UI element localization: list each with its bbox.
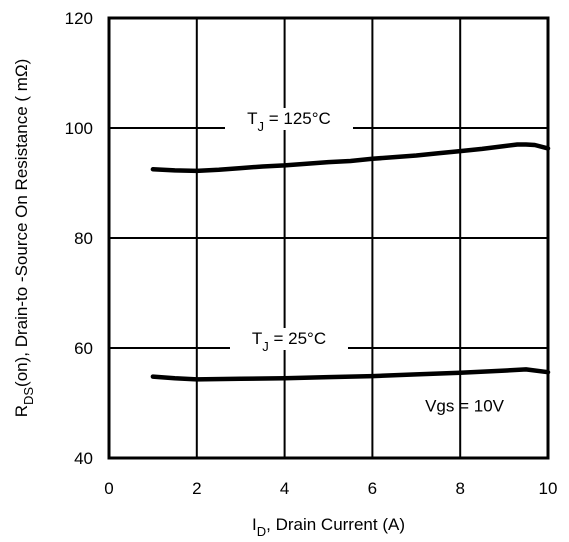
y-tick-label: 60 <box>74 339 93 358</box>
series-label-bg <box>224 108 353 130</box>
series-lines <box>150 142 551 382</box>
x-tick-label: 8 <box>455 479 464 498</box>
x-tick-label: 10 <box>539 479 558 498</box>
y-tick-label: 100 <box>65 119 93 138</box>
y-tick-label: 120 <box>65 9 93 28</box>
grid <box>109 18 548 458</box>
x-tick-label: 4 <box>280 479 289 498</box>
y-axis-label: RDS(on), Drain-to -Source On Resistance … <box>12 59 36 418</box>
series-line-1 <box>150 142 551 174</box>
series-line-2 <box>150 367 551 382</box>
series-labels: TJ = 125°C TJ = 25°C <box>224 108 353 354</box>
series-label-2: TJ = 25°C <box>252 329 326 354</box>
tick-labels: 0 2 4 6 8 10 40 60 80 100 120 <box>65 9 558 498</box>
series-label-bg <box>229 328 348 350</box>
vgs-annotation: Vgs = 10V <box>425 396 505 415</box>
x-tick-label: 6 <box>368 479 377 498</box>
plot-area-frame <box>107 16 550 460</box>
x-axis-label: ID, Drain Current (A) <box>252 515 405 539</box>
x-tick-label: 0 <box>104 479 113 498</box>
y-tick-label: 80 <box>74 229 93 248</box>
series-label-1: TJ = 125°C <box>247 109 331 134</box>
y-tick-label: 40 <box>74 449 93 468</box>
x-tick-label: 2 <box>192 479 201 498</box>
